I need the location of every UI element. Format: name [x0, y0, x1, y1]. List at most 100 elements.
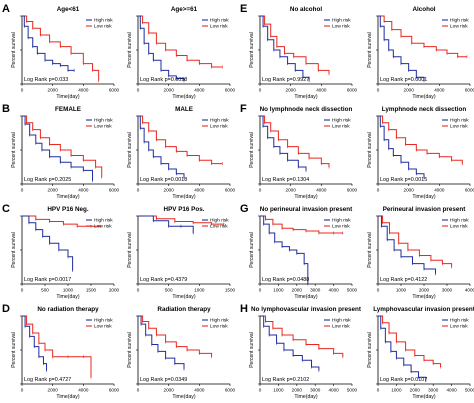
y-axis-label: Percent survival	[127, 232, 133, 268]
panel-title: No lymphnode neck dissection	[260, 106, 353, 113]
log-rank-pvalue: Log Rank p=0.0001	[380, 77, 427, 83]
x-tick-label: 6000	[225, 388, 236, 393]
log-rank-pvalue: Log Rank p=0.4379	[140, 277, 187, 283]
y-axis-label: Percent survival	[367, 232, 373, 268]
x-tick-label: 0	[137, 388, 140, 393]
legend-label-low-risk: Low risk	[332, 24, 350, 30]
x-tick-label: 2000	[286, 88, 297, 93]
legend-label-high-risk: High risk	[332, 118, 351, 124]
km-panel: Age>=61 0 2000 4000 6000 Time(day) Percent sur…	[127, 6, 236, 100]
x-tick-label: 0	[259, 88, 262, 93]
km-panel: D No radiation therapy 0 2000 4000 6000 Time(d…	[2, 303, 120, 400]
panel-title: MALE	[175, 106, 193, 113]
log-rank-pvalue: Log Rank p=0.2102	[262, 377, 309, 383]
x-tick-label: 2000	[164, 188, 175, 193]
legend-label-low-risk: Low risk	[450, 124, 468, 130]
legend-label-high-risk: High risk	[210, 318, 229, 324]
legend-label-high-risk: High risk	[332, 318, 351, 324]
legend-label-high-risk: High risk	[210, 18, 229, 24]
km-panel: C HPV P16 Neg. 0 500 1000 1500 2000 Time(day) Pe…	[2, 203, 120, 300]
x-tick-label: 5000	[465, 388, 474, 393]
km-panel: Lymphovascular invasion present 0 1000 2000…	[367, 306, 474, 400]
series-line-high-risk	[138, 215, 194, 233]
panel-letter: E	[240, 3, 247, 15]
series-line-low-risk	[260, 215, 343, 234]
km-panel: A Age<61 0 2000 4000 6000 Time(day) Percent sur…	[2, 3, 120, 100]
km-panel: E No alcohol 0 2000 4000 6000 Time(day) Percent…	[240, 3, 358, 100]
km-panel: Radiation therapy 0 2000 4000 6000 Time(day) P…	[127, 306, 236, 400]
x-axis-label: Time(day)	[412, 394, 435, 400]
panel-title: HPV P16 Neg.	[47, 206, 89, 213]
x-tick-label: 2000	[48, 188, 59, 193]
x-axis-label: Time(day)	[294, 394, 317, 400]
series-line-high-risk	[378, 315, 427, 381]
km-panel: B FEMALE 0 2000 4000 6000 Time(day) Percent sur…	[2, 103, 120, 200]
series-line-high-risk	[378, 15, 425, 81]
panel-letter: B	[2, 103, 10, 115]
y-axis-label: Percent survival	[11, 232, 17, 268]
panel-title: Perineural invasion present	[383, 206, 466, 213]
x-tick-label: 6000	[465, 188, 474, 193]
x-tick-label: 4000	[194, 188, 205, 193]
panel-letter: H	[240, 303, 248, 315]
x-tick-label: 2000	[292, 388, 303, 393]
panel-title: HPV P16 Pos.	[164, 206, 205, 213]
x-tick-label: 0	[259, 388, 262, 393]
x-axis-label: Time(day)	[172, 194, 195, 200]
legend-label-low-risk: Low risk	[450, 24, 468, 30]
series-line-low-risk	[378, 215, 453, 267]
log-rank-pvalue: Log Rank p=0.4727	[24, 377, 71, 383]
legend-label-high-risk: High risk	[450, 18, 469, 24]
x-tick-label: 4000	[446, 388, 457, 393]
panel-title: Age<61	[57, 6, 80, 13]
legend-label-high-risk: High risk	[94, 218, 113, 224]
legend-label-high-risk: High risk	[94, 18, 113, 24]
x-tick-label: 500	[41, 288, 49, 293]
series-line-high-risk	[260, 115, 307, 171]
x-tick-label: 4000	[78, 188, 89, 193]
panel-letter: C	[2, 203, 10, 215]
series-line-high-risk	[260, 215, 309, 284]
legend-label-low-risk: Low risk	[94, 324, 112, 330]
x-tick-label: 4000	[316, 188, 327, 193]
x-tick-label: 1000	[194, 288, 205, 293]
x-tick-label: 4000	[78, 88, 89, 93]
x-tick-label: 1500	[86, 288, 97, 293]
x-tick-label: 3000	[428, 388, 439, 393]
panel-title: FEMALE	[55, 106, 81, 113]
x-tick-label: 2000	[292, 288, 303, 293]
panel-title: No radiation therapy	[37, 306, 99, 313]
y-axis-label: Percent survival	[11, 332, 17, 368]
x-tick-label: 1000	[273, 388, 284, 393]
x-tick-label: 6000	[347, 188, 358, 193]
x-tick-label: 2000	[48, 388, 59, 393]
log-rank-pvalue: Log Rank p=0.0018	[140, 177, 187, 183]
x-axis-label: Time(day)	[56, 194, 79, 200]
series-line-high-risk	[138, 115, 185, 178]
legend-label-high-risk: High risk	[450, 118, 469, 124]
x-tick-label: 5000	[347, 388, 358, 393]
x-axis-label: Time(day)	[294, 94, 317, 100]
x-tick-label: 0	[21, 188, 24, 193]
x-tick-label: 0	[377, 388, 380, 393]
legend-label-low-risk: Low risk	[94, 24, 112, 30]
km-panel: G No perineural invasion present 0 1000 2000…	[240, 203, 358, 300]
legend-label-low-risk: Low risk	[210, 224, 228, 230]
y-axis-label: Percent survival	[11, 132, 17, 168]
km-panel: Lymphnode neck dissection 0 2000 4000 6000 Ti…	[367, 106, 474, 200]
log-rank-pvalue: Log Rank p=0.0015	[380, 177, 427, 183]
log-rank-pvalue: Log Rank p=0.0017	[24, 277, 71, 283]
km-panel: HPV P16 Pos. 0 500 1000 1500 Time(day) Percent…	[127, 206, 236, 300]
x-tick-label: 6000	[347, 88, 358, 93]
km-panel: F No lymphnode neck dissection 0 2000 4000 60…	[240, 103, 358, 200]
panel-title: No alcohol	[290, 6, 322, 13]
legend-label-low-risk: Low risk	[94, 224, 112, 230]
x-tick-label: 2000	[404, 88, 415, 93]
x-tick-label: 0	[259, 188, 262, 193]
panel-title: Radiation therapy	[157, 306, 211, 313]
x-tick-label: 2000	[164, 88, 175, 93]
series-line-low-risk	[22, 315, 92, 378]
log-rank-pvalue: Log Rank p=0.0349	[140, 377, 187, 383]
series-line-high-risk	[22, 15, 75, 71]
x-tick-label: 2000	[164, 388, 175, 393]
